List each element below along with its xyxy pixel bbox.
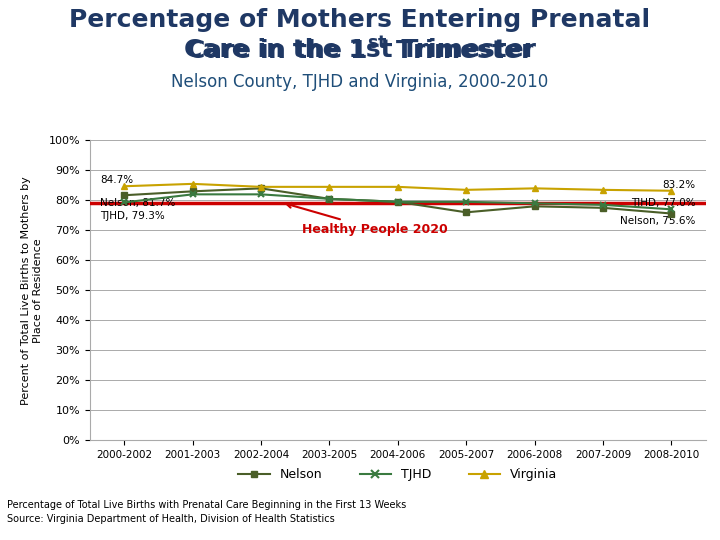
Nelson xyxy=(530,203,539,210)
Legend: Nelson, TJHD, Virginia: Nelson, TJHD, Virginia xyxy=(233,463,562,487)
Text: 83.2%: 83.2% xyxy=(662,180,696,190)
Virginia xyxy=(667,187,676,194)
Text: Healthy People 2020: Healthy People 2020 xyxy=(287,203,448,236)
Text: 84.7%: 84.7% xyxy=(100,175,133,185)
Virginia xyxy=(325,184,334,190)
Virginia xyxy=(599,187,608,193)
Text: Care in the 1st Trimester: Care in the 1st Trimester xyxy=(184,38,536,62)
TJHD xyxy=(462,199,471,205)
Text: Percentage of Total Live Births with Prenatal Care Beginning in the First 13 Wee: Percentage of Total Live Births with Pre… xyxy=(7,500,407,510)
Nelson xyxy=(667,210,676,217)
Text: TJHD, 79.3%: TJHD, 79.3% xyxy=(100,211,165,221)
Line: Nelson: Nelson xyxy=(122,186,674,217)
Nelson xyxy=(325,195,334,202)
Nelson xyxy=(189,188,197,194)
Text: TJHD, 77.0%: TJHD, 77.0% xyxy=(631,198,696,208)
TJHD xyxy=(325,195,334,202)
Text: Source: Virginia Department of Health, Division of Health Statistics: Source: Virginia Department of Health, D… xyxy=(7,514,335,524)
Text: Nelson, 75.6%: Nelson, 75.6% xyxy=(620,216,696,226)
Nelson xyxy=(462,209,471,215)
Text: Care in the 1$^\mathregular{st}$ Trimester: Care in the 1$^\mathregular{st}$ Trimest… xyxy=(186,38,534,64)
Y-axis label: Percent of Total Live Births to Mothers by
Place of Residence: Percent of Total Live Births to Mothers … xyxy=(22,176,43,404)
Nelson xyxy=(120,192,129,199)
TJHD xyxy=(393,199,402,205)
TJHD xyxy=(189,191,197,198)
TJHD xyxy=(599,201,608,208)
Virginia xyxy=(393,184,402,190)
Nelson xyxy=(393,199,402,205)
TJHD xyxy=(667,206,676,213)
Nelson xyxy=(599,205,608,211)
TJHD xyxy=(120,199,129,206)
Virginia xyxy=(256,184,265,190)
Virginia xyxy=(120,183,129,190)
TJHD xyxy=(256,191,265,198)
Nelson xyxy=(256,185,265,192)
Text: Nelson County, TJHD and Virginia, 2000-2010: Nelson County, TJHD and Virginia, 2000-2… xyxy=(171,73,549,91)
Virginia xyxy=(530,185,539,192)
Line: Virginia: Virginia xyxy=(121,180,675,194)
Text: Nelson, 81.7%: Nelson, 81.7% xyxy=(100,198,176,208)
Line: TJHD: TJHD xyxy=(121,191,675,213)
Virginia xyxy=(462,187,471,193)
Text: Percentage of Mothers Entering Prenatal: Percentage of Mothers Entering Prenatal xyxy=(69,8,651,32)
Virginia xyxy=(189,180,197,187)
TJHD xyxy=(530,200,539,207)
